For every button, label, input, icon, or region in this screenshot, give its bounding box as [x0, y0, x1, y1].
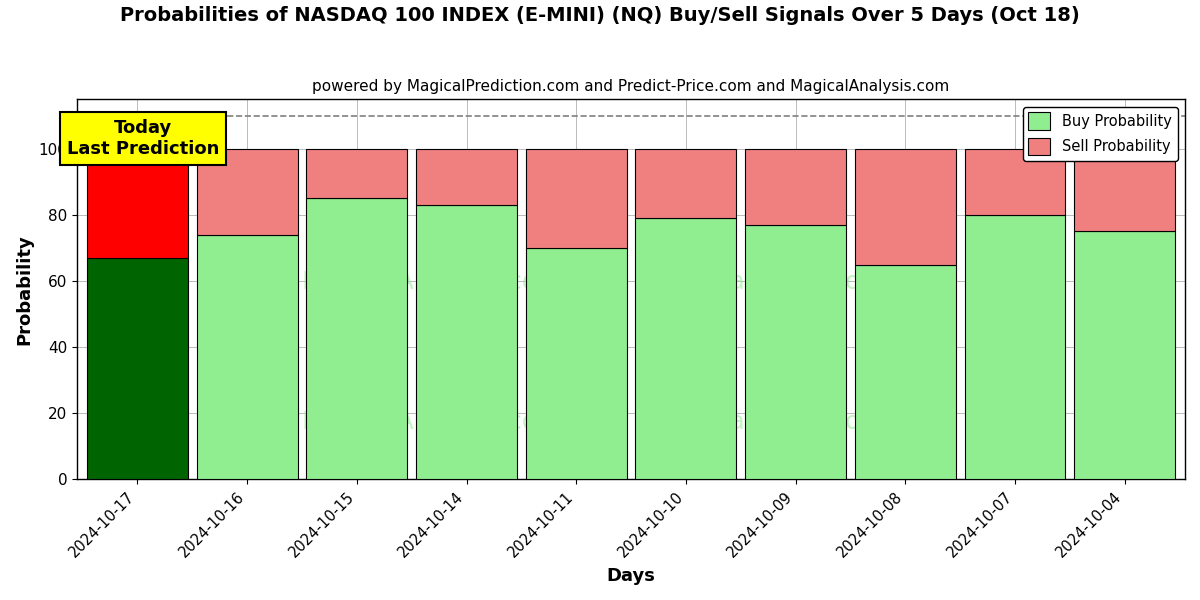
Bar [197, 149, 298, 235]
Text: MagicalAnalysis.com: MagicalAnalysis.com [301, 270, 562, 294]
Bar [306, 149, 407, 199]
Bar [88, 258, 188, 479]
Bar [965, 149, 1066, 215]
Bar [636, 218, 737, 479]
Bar [1074, 149, 1175, 232]
Bar [416, 205, 517, 479]
Bar [197, 235, 298, 479]
Bar [965, 215, 1066, 479]
Bar [306, 199, 407, 479]
Text: MagicalAnalysis.com: MagicalAnalysis.com [301, 410, 562, 434]
Title: powered by MagicalPrediction.com and Predict-Price.com and MagicalAnalysis.com: powered by MagicalPrediction.com and Pre… [312, 79, 949, 94]
Bar [745, 225, 846, 479]
Bar [745, 149, 846, 225]
Bar [1074, 232, 1175, 479]
Text: MagicalPrediction.com: MagicalPrediction.com [656, 410, 938, 434]
Text: Probabilities of NASDAQ 100 INDEX (E-MINI) (NQ) Buy/Sell Signals Over 5 Days (Oc: Probabilities of NASDAQ 100 INDEX (E-MIN… [120, 6, 1080, 25]
Text: Today
Last Prediction: Today Last Prediction [67, 119, 220, 158]
Legend: Buy Probability, Sell Probability: Buy Probability, Sell Probability [1022, 107, 1177, 161]
X-axis label: Days: Days [607, 567, 655, 585]
Bar [636, 149, 737, 218]
Bar [416, 149, 517, 205]
Y-axis label: Probability: Probability [14, 234, 32, 344]
Bar [88, 149, 188, 258]
Bar [526, 248, 626, 479]
Bar [526, 149, 626, 248]
Text: MagicalPrediction.com: MagicalPrediction.com [656, 270, 938, 294]
Bar [854, 149, 955, 265]
Bar [854, 265, 955, 479]
